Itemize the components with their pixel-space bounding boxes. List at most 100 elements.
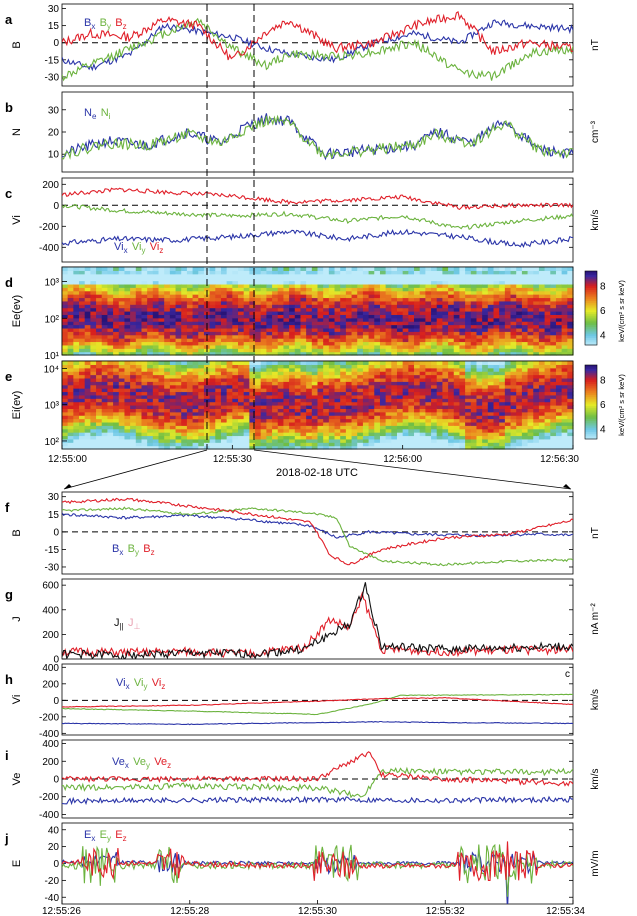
panel-d-colorbar-step (585, 319, 597, 322)
panel-d-cell (533, 327, 540, 332)
panel-e-cell (414, 411, 421, 416)
panel-d-cell (272, 314, 279, 319)
panel-e-cell (328, 411, 336, 416)
panel-e-cell (209, 425, 216, 430)
panel-d-cell (130, 314, 137, 319)
panel-d-cell (459, 321, 466, 326)
panel-e-cell (73, 408, 80, 413)
panel-e-cell (340, 418, 347, 423)
panel-d-cell (260, 304, 267, 309)
panel-d-cell (209, 297, 216, 302)
panel-e-cell (192, 377, 199, 382)
panel-e-cell (391, 421, 398, 426)
panel-e-cell (294, 371, 302, 376)
panel-e-colorbar-step (585, 398, 597, 401)
panel-e-cell (186, 408, 194, 413)
panel-d-cell (266, 317, 273, 322)
panel-d-cell (147, 344, 154, 349)
panel-e-cell (260, 364, 267, 369)
panel-d-cell (79, 280, 86, 285)
panel-e-cell (555, 367, 563, 372)
panel-e-cell (306, 415, 313, 420)
panel-e-cell (158, 384, 165, 389)
panel-d-cell (379, 321, 387, 326)
panel-d-cell (374, 283, 381, 288)
panel-e-cell (249, 384, 256, 389)
panel-d-cell (306, 344, 313, 349)
panel-e-cell (538, 388, 546, 393)
panel-d-cell (402, 267, 409, 271)
panel-e-cell (277, 374, 285, 379)
panel-f-legend-sub-2: z (151, 548, 155, 557)
panel-d-cell (567, 280, 574, 285)
panel-e-cell (73, 415, 80, 420)
panel-e-cell (294, 381, 302, 386)
panel-e-cell (374, 425, 381, 430)
panel-g-legend-sub-1: ⊥ (133, 622, 140, 631)
panel-e-cell (215, 401, 222, 406)
panel-e-cell (141, 367, 148, 372)
panel-d-cell (499, 277, 506, 282)
panel-e-colorbar-tick: 4 (600, 425, 606, 436)
panel-d-cell (482, 311, 489, 315)
panel-d-cell (538, 304, 546, 309)
panel-d-cell (96, 273, 103, 278)
panel-d-cell (499, 348, 506, 353)
panel-e-cell (328, 428, 336, 433)
panel-d-cell (504, 304, 512, 309)
panel-e-cell (243, 388, 250, 393)
panel-e-cell (414, 418, 421, 423)
panel-d-cell (249, 317, 256, 322)
panel-d-cell (419, 314, 426, 319)
panel-d-cell (459, 307, 466, 312)
panel-e-cell (414, 408, 421, 413)
panel-e-cell (101, 398, 109, 403)
panel-d-cell (124, 304, 131, 309)
panel-d-cell (533, 348, 540, 353)
panel-e-cell (147, 411, 154, 416)
panel-e-cell (419, 388, 426, 393)
panel-e-cell (368, 377, 375, 382)
panel-d-cell (255, 348, 262, 353)
panel-e-cell (164, 367, 171, 372)
panel-e-cell (186, 394, 194, 399)
panel-d-cell (62, 314, 69, 319)
panel-d-cell (232, 277, 239, 282)
panel-e-cell (414, 405, 421, 409)
panel-e-cell (277, 394, 285, 399)
panel-d-cell (277, 267, 285, 271)
panel-e-cell (538, 425, 546, 430)
panel-d-cell (425, 351, 432, 356)
panel-e-cell (470, 384, 478, 389)
panel-d-cell (470, 287, 478, 292)
panel-e-cell (226, 398, 233, 403)
panel-e-cell (476, 401, 483, 406)
panel-e-cell (192, 425, 199, 430)
panel-d-colorbar-step (585, 298, 597, 301)
panel-d-cell (96, 344, 103, 349)
panel-e-cell (90, 384, 97, 389)
panel-e-cell (277, 428, 285, 433)
panel-e-cell (357, 364, 364, 369)
panel-e-cell (220, 388, 228, 393)
panel-e-cell (442, 418, 449, 423)
panel-e-cell (550, 374, 557, 379)
panel-e-cell (436, 377, 444, 382)
panel-e-cell (510, 377, 517, 382)
panel-e-cell (135, 381, 143, 386)
panel-d-cell (118, 307, 126, 312)
panel-d-cell (379, 327, 387, 332)
panel-e-cell (186, 432, 194, 437)
panel-e-cell (294, 445, 302, 450)
panel-e-cell (226, 364, 233, 369)
panel-e-cell (215, 428, 222, 433)
panel-d-cell (255, 314, 262, 319)
panel-e-cell (294, 408, 302, 413)
panel-e-cell (283, 421, 290, 426)
panel-e-cell (374, 405, 381, 409)
panel-d-cell (351, 324, 358, 329)
panel-e-cell (396, 377, 404, 382)
panel-e-cell (62, 405, 69, 409)
panel-e-cell (186, 374, 194, 379)
panel-e-cell (453, 408, 461, 413)
